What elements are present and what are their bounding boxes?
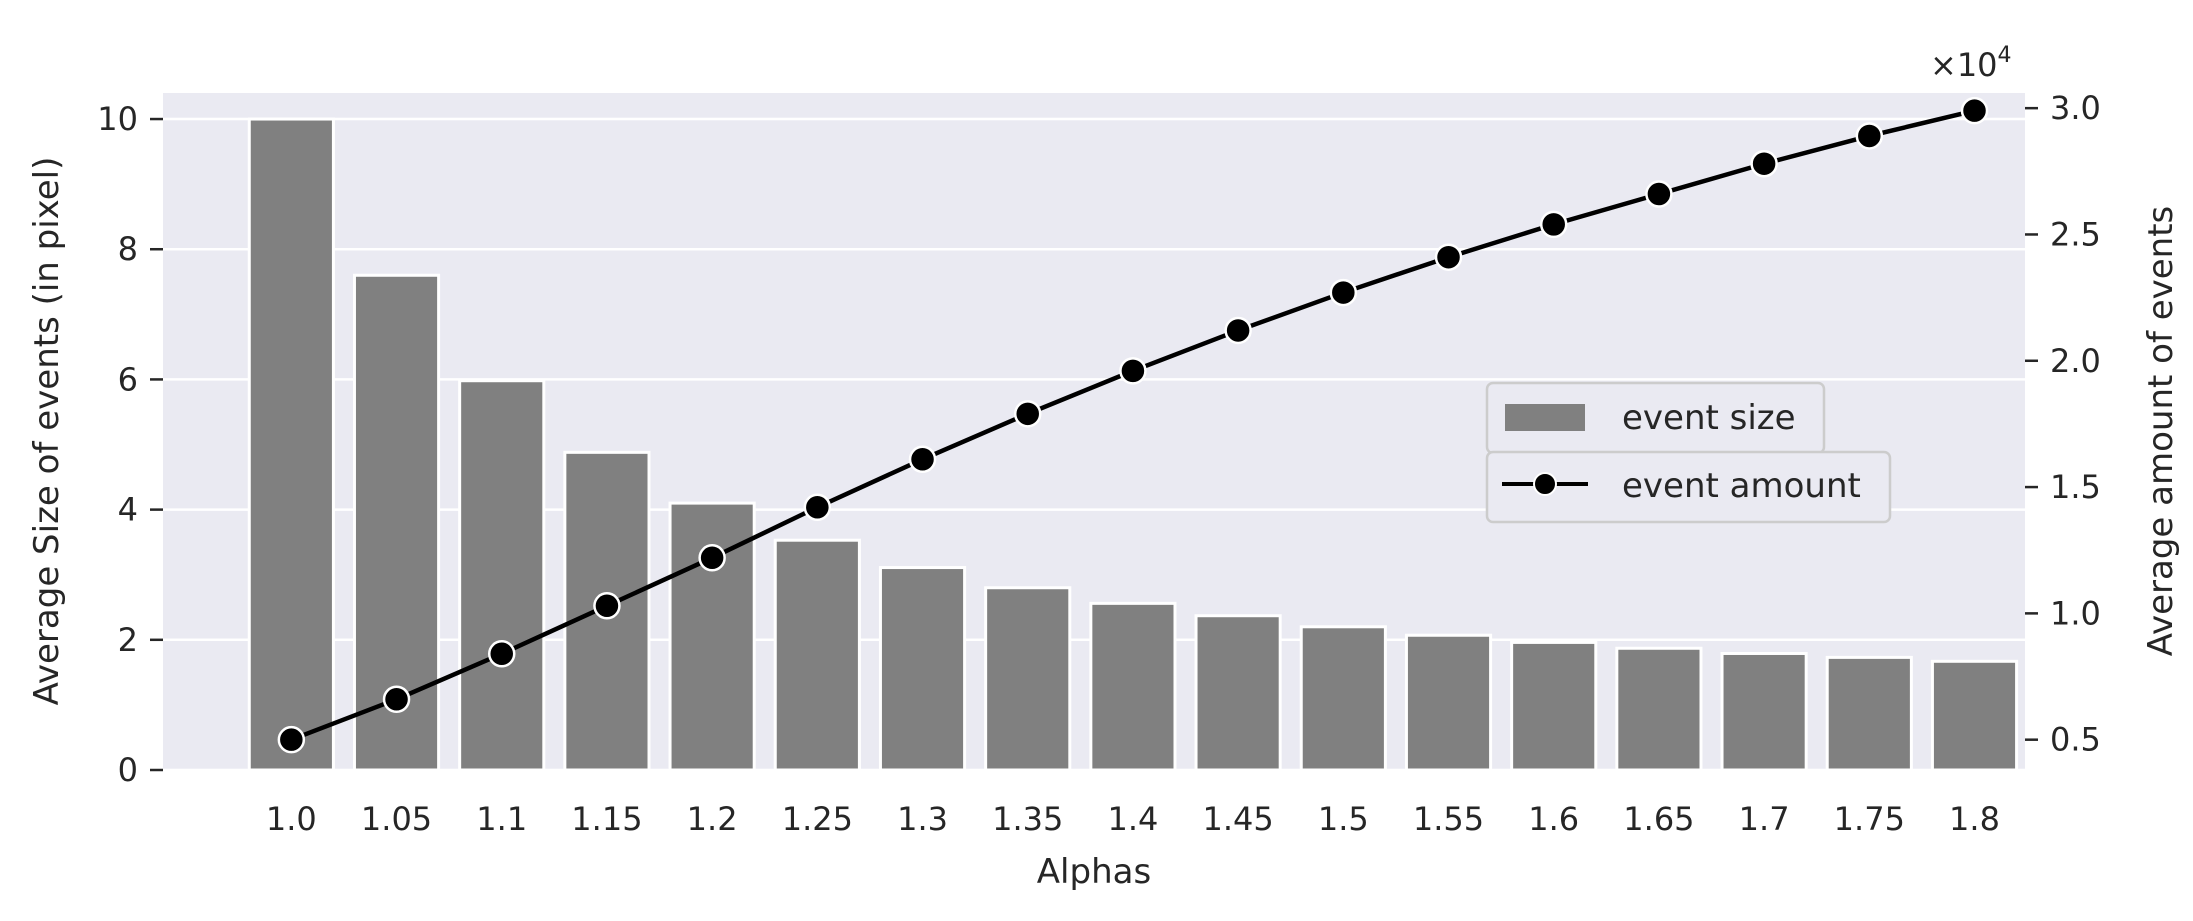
- bar: [1615, 646, 1703, 772]
- line-point: [1224, 316, 1252, 345]
- y-axis-label: Average Size of events (in pixel): [27, 157, 67, 706]
- bar: [1510, 640, 1598, 772]
- x-tick-label: 1.55: [1413, 800, 1484, 838]
- line-point: [1539, 210, 1568, 239]
- left-axis-ticks: 0 2 4 6 8 10: [97, 100, 163, 789]
- right-tick-label: 3.0: [2050, 89, 2101, 127]
- x-tick-label: 1.4: [1107, 800, 1158, 838]
- x-tick-label: 1.7: [1739, 800, 1790, 838]
- left-tick-label: 2: [118, 621, 138, 659]
- left-tick-label: 10: [97, 100, 138, 138]
- line-point: [908, 445, 937, 474]
- x-tick-label: 1.1: [476, 800, 527, 838]
- bar: [458, 379, 546, 772]
- x-tick-label: 1.3: [897, 800, 948, 838]
- right-tick-label: 2.0: [2050, 342, 2101, 380]
- y2-offset-text: ×104: [1930, 43, 2012, 84]
- x-axis-label: Alphas: [1037, 852, 1151, 892]
- left-tick-label: 8: [118, 230, 138, 268]
- line-point: [1855, 122, 1884, 150]
- line-point: [382, 685, 411, 714]
- legend-swatch-bar: [1505, 404, 1585, 431]
- legend: event size event amount: [1485, 381, 1892, 524]
- line-point: [1119, 357, 1147, 385]
- right-tick-label: 1.5: [2050, 468, 2101, 506]
- x-tick-label: 1.15: [571, 800, 642, 838]
- line-point: [1750, 149, 1778, 178]
- line-point: [1013, 400, 1042, 428]
- x-tick-label: 1.5: [1318, 800, 1369, 838]
- x-tick-label: 1.6: [1528, 800, 1579, 838]
- line-point: [1329, 278, 1358, 307]
- bars: [247, 117, 2019, 772]
- bar: [1930, 659, 2019, 772]
- y2-axis-label: Average amount of events: [2141, 206, 2181, 657]
- legend-label-bar: event size: [1622, 398, 1796, 438]
- bar: [1825, 655, 1913, 772]
- line-point: [277, 725, 306, 754]
- right-tick-label: 0.5: [2050, 721, 2101, 759]
- line-point: [487, 640, 516, 668]
- x-tick-label: 1.05: [361, 800, 432, 838]
- x-tick-label: 1.2: [687, 800, 738, 838]
- x-tick-label: 1.35: [992, 800, 1063, 838]
- line-point: [1434, 243, 1463, 271]
- x-tick-label: 1.75: [1834, 800, 1905, 838]
- line-point: [1960, 96, 1989, 125]
- bar: [247, 117, 335, 772]
- left-tick-label: 4: [118, 491, 138, 529]
- bar: [1404, 633, 1493, 772]
- bar: [878, 566, 967, 772]
- legend-box-line: [1485, 450, 1892, 524]
- x-tick-label: 1.0: [266, 800, 317, 838]
- x-tick-label: 1.45: [1202, 800, 1273, 838]
- right-tick-label: 1.0: [2050, 594, 2101, 632]
- legend-label-line: event amount: [1622, 466, 1861, 506]
- bar: [1194, 614, 1282, 772]
- line-point: [803, 493, 832, 522]
- x-tick-label: 1.65: [1623, 800, 1694, 838]
- line-point: [1645, 180, 1673, 208]
- x-axis-ticks: 1.0 1.05 1.1 1.15 1.2 1.25 1.3 1.35 1.4 1.45 1.5 1.…: [266, 800, 2000, 838]
- legend-swatch-marker: [1533, 472, 1557, 496]
- bar: [1299, 625, 1387, 772]
- left-tick-label: 6: [118, 360, 138, 398]
- line-point: [698, 544, 726, 572]
- y2-offset-base: ×10: [1930, 46, 1998, 84]
- bar: [1720, 651, 1808, 772]
- bar: [984, 586, 1072, 772]
- left-tick-label: 0: [118, 751, 138, 789]
- y2-offset-exponent: 4: [1998, 43, 2012, 68]
- right-tick-label: 2.5: [2050, 215, 2101, 253]
- bar: [1089, 601, 1177, 772]
- line-point: [593, 592, 621, 620]
- x-tick-label: 1.8: [1949, 800, 2000, 838]
- bar: [773, 538, 861, 772]
- x-tick-label: 1.25: [782, 800, 853, 838]
- right-axis-ticks: 0.5 1.0 1.5 2.0 2.5 3.0: [2025, 89, 2101, 759]
- line-layer: [277, 96, 1989, 754]
